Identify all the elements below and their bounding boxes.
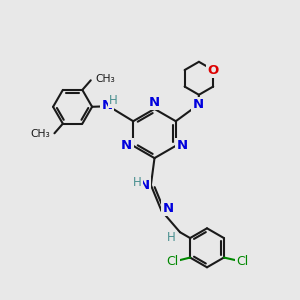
Text: N: N (101, 99, 113, 112)
Text: H: H (133, 176, 142, 189)
Text: O: O (208, 64, 219, 76)
Text: N: N (121, 139, 132, 152)
Text: N: N (139, 178, 150, 192)
Text: CH₃: CH₃ (30, 130, 50, 140)
Text: N: N (149, 96, 160, 109)
Text: H: H (167, 231, 176, 244)
Text: N: N (162, 202, 174, 215)
Text: N: N (193, 98, 204, 111)
Text: Cl: Cl (237, 255, 249, 268)
Text: H: H (109, 94, 118, 107)
Text: CH₃: CH₃ (95, 74, 115, 84)
Text: N: N (177, 139, 188, 152)
Text: Cl: Cl (167, 255, 179, 268)
